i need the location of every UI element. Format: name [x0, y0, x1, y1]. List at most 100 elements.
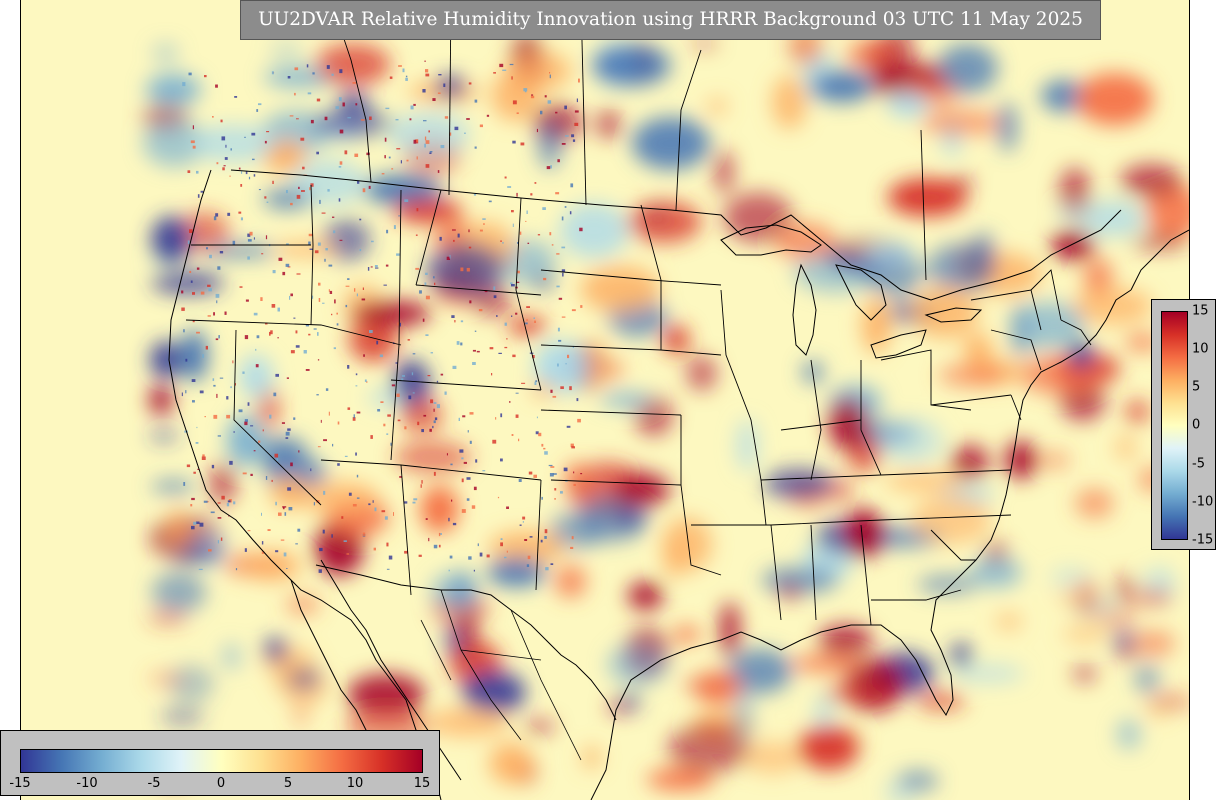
innovation-patch: [363, 174, 443, 205]
innovation-speckle-dot: [516, 281, 520, 283]
innovation-speckle-dot: [386, 542, 389, 547]
innovation-speckle-dot: [522, 516, 526, 520]
innovation-patch: [274, 242, 338, 257]
innovation-patch: [1051, 230, 1095, 261]
innovation-speckle-dot: [483, 223, 485, 225]
innovation-speckle-dot: [504, 322, 507, 326]
innovation-speckle-dot: [360, 119, 365, 121]
innovation-patch: [367, 389, 405, 407]
innovation-speckle-dot: [387, 414, 391, 417]
innovation-speckle-dot: [311, 295, 314, 299]
innovation-speckle-dot: [361, 298, 366, 301]
innovation-patch: [951, 664, 1025, 683]
innovation-speckle-dot: [440, 145, 445, 149]
innovation-patch: [150, 480, 196, 493]
innovation-speckle-dot: [244, 548, 247, 552]
innovation-speckle-dot: [285, 263, 290, 267]
innovation-speckle-dot: [316, 151, 319, 155]
innovation-patch: [720, 601, 740, 658]
innovation-speckle-dot: [385, 107, 390, 110]
innovation-speckle-dot: [219, 251, 224, 254]
innovation-speckle-dot: [466, 498, 470, 501]
innovation-speckle-dot: [229, 175, 231, 177]
innovation-speckle-dot: [493, 295, 497, 299]
innovation-speckle-dot: [295, 330, 298, 334]
innovation-speckle-dot: [276, 458, 279, 461]
innovation-speckle-dot: [285, 431, 290, 436]
innovation-patch: [912, 494, 991, 545]
innovation-speckle-dot: [371, 240, 374, 243]
innovation-speckle-dot: [561, 316, 566, 318]
innovation-speckle-dot: [500, 538, 503, 540]
innovation-speckle-dot: [238, 167, 241, 170]
innovation-speckle-dot: [359, 218, 362, 221]
innovation-spot: [150, 340, 182, 380]
innovation-patch: [221, 643, 242, 670]
innovation-speckle-dot: [333, 230, 336, 234]
innovation-speckle-dot: [233, 501, 236, 505]
innovation-speckle-dot: [518, 479, 522, 482]
innovation-speckle-dot: [454, 320, 456, 323]
innovation-speckle-dot: [281, 422, 285, 424]
innovation-speckle-dot: [515, 392, 519, 394]
innovation-speckle-dot: [344, 150, 348, 155]
innovation-speckle-dot: [499, 63, 504, 68]
innovation-speckle-dot: [200, 291, 205, 295]
innovation-speckle-dot: [217, 266, 221, 270]
innovation-speckle-dot: [339, 239, 343, 241]
innovation-speckle-dot: [186, 464, 191, 468]
innovation-speckle-dot: [552, 395, 557, 398]
innovation-speckle-dot: [528, 471, 533, 475]
innovation-spot: [1069, 340, 1093, 370]
innovation-speckle-dot: [331, 313, 333, 316]
innovation-speckle-dot: [253, 450, 256, 452]
innovation-spot: [151, 216, 191, 264]
vertical-tick-label: -5: [1192, 456, 1205, 472]
innovation-speckle-dot: [504, 556, 507, 559]
innovation-speckle-dot: [316, 394, 319, 396]
innovation-speckle-dot: [215, 338, 219, 341]
innovation-patch: [936, 43, 998, 94]
horizontal-tick-label: 0: [216, 776, 226, 791]
innovation-speckle-dot: [377, 409, 381, 412]
innovation-speckle-dot: [552, 473, 557, 475]
innovation-speckle-dot: [425, 334, 429, 336]
boundary-lines: [168, 0, 1189, 800]
innovation-patch: [1148, 693, 1189, 711]
innovation-speckle-dot: [476, 350, 480, 353]
innovation-patch: [1074, 488, 1114, 519]
innovation-patch: [1131, 234, 1189, 250]
innovation-speckle-dot: [391, 384, 396, 387]
innovation-speckle-dot: [226, 502, 230, 507]
innovation-speckle-dot: [264, 196, 267, 199]
innovation-speckle-dot: [282, 506, 285, 510]
innovation-speckle-dot: [446, 453, 448, 456]
innovation-patch: [1076, 73, 1154, 126]
innovation-speckle-dot: [577, 418, 581, 423]
innovation-speckle-dot: [306, 64, 309, 68]
innovation-speckle-dot: [300, 137, 305, 141]
innovation-speckle-dot: [449, 132, 452, 136]
innovation-speckle-dot: [461, 457, 464, 460]
innovation-speckle-dot: [261, 512, 262, 516]
innovation-speckle-dot: [573, 471, 575, 474]
lake-huron: [835, 264, 887, 321]
innovation-speckle-dot: [250, 473, 253, 476]
innovation-speckle-dot: [328, 411, 330, 416]
innovation-speckle-dot: [511, 315, 513, 317]
innovation-patch: [995, 613, 1023, 630]
innovation-speckle-dot: [388, 555, 393, 560]
innovation-speckle-dot: [275, 501, 277, 506]
innovation-patch: [531, 382, 556, 397]
innovation-speckle-dot: [286, 377, 289, 379]
innovation-speckle-dot: [271, 479, 273, 482]
innovation-speckle-dot: [433, 402, 437, 404]
innovation-speckle-dot: [417, 421, 420, 426]
innovation-speckle-dot: [416, 156, 418, 160]
innovation-speckle-dot: [412, 501, 416, 504]
innovation-speckle-dot: [477, 543, 479, 547]
innovation-speckle-dot: [415, 267, 420, 270]
innovation-speckle-dot: [188, 72, 192, 76]
innovation-speckle-dot: [252, 158, 255, 161]
innovation-patch: [180, 330, 208, 382]
